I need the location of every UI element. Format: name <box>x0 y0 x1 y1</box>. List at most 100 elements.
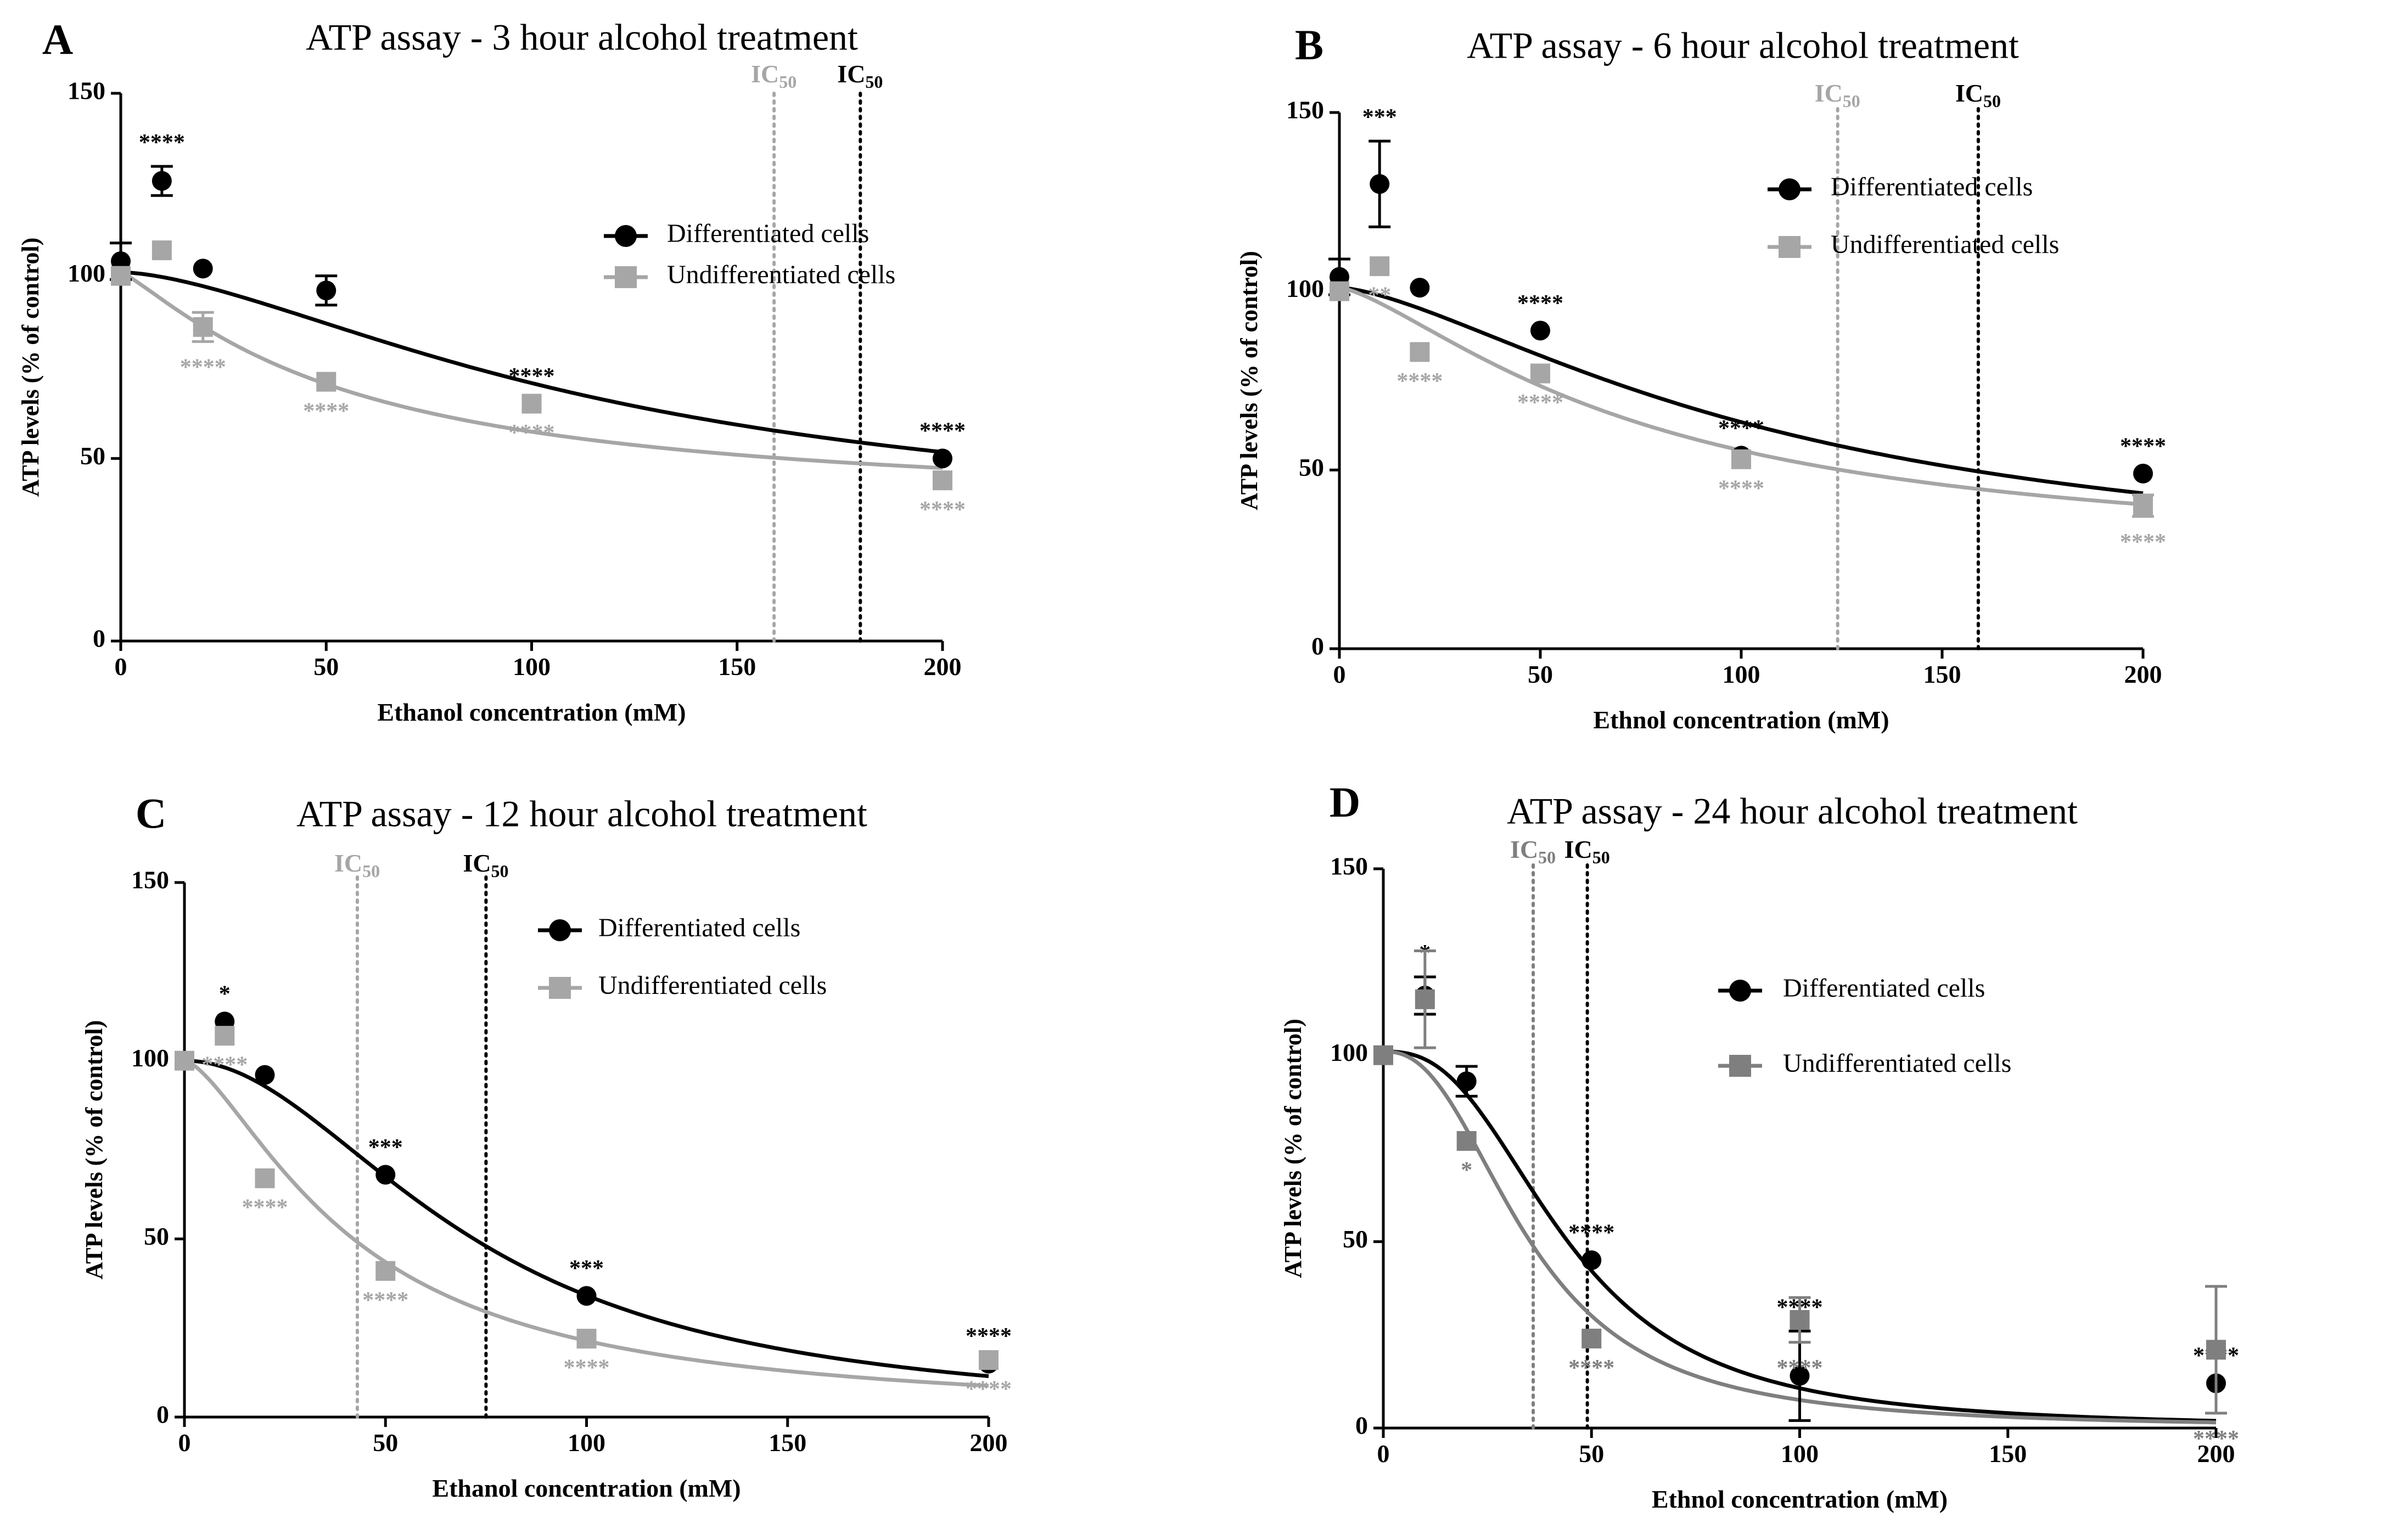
x-tick-label: 50 <box>1579 1440 1604 1468</box>
ic50-label-sub: 50 <box>1983 91 2001 111</box>
data-point-undifferentiated <box>1530 363 1550 384</box>
significance-marker: **** <box>509 420 555 446</box>
legend-marker <box>549 919 571 941</box>
x-tick-label: 50 <box>1528 660 1553 688</box>
data-point-undifferentiated <box>1456 1131 1477 1151</box>
y-tick-label: 50 <box>1343 1225 1368 1253</box>
y-axis-label: ATP levels (% of control) <box>17 238 44 497</box>
ic50-label-sub: 50 <box>865 72 883 92</box>
y-axis-label: ATP levels (% of control) <box>81 1020 108 1280</box>
legend-marker <box>1779 236 1801 258</box>
data-point-undifferentiated <box>255 1168 275 1188</box>
y-tick-label: 100 <box>1330 1038 1368 1066</box>
data-point-undifferentiated <box>521 394 542 414</box>
significance-marker: **** <box>139 130 185 155</box>
chart-title: ATP assay - 6 hour alcohol treatment <box>1467 25 2019 66</box>
data-point-undifferentiated <box>1581 1328 1602 1348</box>
fit-curve-undifferentiated <box>120 270 943 470</box>
legend-label: Undifferentiated cells <box>1783 1049 2011 1078</box>
ic50-label-main: IC <box>1564 835 1592 863</box>
significance-marker: **** <box>180 355 226 380</box>
legend-marker <box>615 266 637 288</box>
significance-marker: ** <box>1368 283 1391 308</box>
data-point-undifferentiated <box>1415 989 1435 1009</box>
x-tick-label: 50 <box>373 1429 398 1457</box>
panel-label: B <box>1295 21 1323 69</box>
ic50-label: IC50 <box>463 849 508 881</box>
significance-marker: *** <box>368 1135 403 1160</box>
significance-marker: **** <box>1777 1356 1823 1381</box>
significance-marker: **** <box>1568 1356 1614 1381</box>
data-point-undifferentiated <box>2206 1340 2226 1360</box>
y-tick-label: 150 <box>1330 852 1368 880</box>
significance-marker: **** <box>1718 476 1764 501</box>
ic50-label-main: IC <box>1815 79 1843 107</box>
data-point-differentiated <box>576 1286 597 1306</box>
ic50-label: IC50 <box>1955 79 2001 111</box>
legend-label: Undifferentiated cells <box>598 971 827 1000</box>
x-tick-label: 100 <box>568 1429 605 1457</box>
significance-marker: *** <box>569 1256 604 1282</box>
x-axis-label: Ethanol concentration (mM) <box>432 1474 741 1502</box>
data-point-differentiated <box>1530 321 1550 341</box>
fit-curve-undifferentiated <box>1339 285 2144 507</box>
ic50-label: IC50 <box>1815 79 1860 111</box>
y-axis-label: ATP levels (% of control) <box>1236 251 1263 510</box>
significance-marker: **** <box>564 1356 610 1381</box>
data-point-undifferentiated <box>2133 496 2153 516</box>
significance-marker: **** <box>201 1053 248 1078</box>
data-point-differentiated <box>1370 174 1390 194</box>
fit-curve-differentiated <box>120 270 943 454</box>
chart-title: ATP assay - 3 hour alcohol treatment <box>306 16 858 58</box>
significance-marker: **** <box>1568 1221 1614 1246</box>
significance-marker: **** <box>242 1195 288 1220</box>
significance-marker: **** <box>1517 291 1563 316</box>
ic50-label: IC50 <box>334 849 380 881</box>
panel-label: D <box>1330 778 1360 826</box>
significance-marker: **** <box>509 364 555 389</box>
ic50-label: IC50 <box>751 60 797 92</box>
y-tick-label: 100 <box>1286 274 1324 302</box>
data-point-undifferentiated <box>111 266 131 286</box>
x-tick-label: 150 <box>718 653 756 681</box>
significance-marker: **** <box>1396 369 1443 394</box>
significance-marker: **** <box>1718 416 1764 441</box>
y-tick-label: 50 <box>144 1222 169 1250</box>
ic50-label-sub: 50 <box>1843 91 1860 111</box>
x-axis-label: Ethnol concentration (mM) <box>1593 706 1889 734</box>
legend-label: Differentiated cells <box>1783 974 1985 1003</box>
significance-marker: **** <box>919 419 966 444</box>
x-tick-label: 200 <box>2197 1440 2235 1468</box>
x-tick-label: 50 <box>313 653 339 681</box>
ic50-label-main: IC <box>334 849 362 877</box>
data-point-differentiated <box>316 280 336 301</box>
data-point-undifferentiated <box>1330 281 1349 301</box>
x-tick-label: 200 <box>2124 660 2162 688</box>
y-tick-label: 150 <box>68 77 105 105</box>
ic50-label-main: IC <box>837 60 865 88</box>
legend-label: Differentiated cells <box>598 913 800 942</box>
legend-marker <box>615 225 637 247</box>
y-tick-label: 50 <box>1299 453 1324 481</box>
panel-a: A ATP assay - 3 hour alcohol treatment 0 50… <box>17 15 966 726</box>
significance-marker: **** <box>919 497 966 522</box>
data-point-differentiated <box>375 1165 396 1185</box>
significance-marker: * <box>1461 1158 1472 1183</box>
x-tick-label: 100 <box>1723 660 1760 688</box>
x-axis-label: Ethanol concentration (mM) <box>377 698 686 726</box>
y-tick-label: 150 <box>1286 96 1324 124</box>
x-tick-label: 150 <box>1923 660 1961 688</box>
y-tick-label: 150 <box>131 866 169 894</box>
x-tick-label: 150 <box>1989 1440 2027 1468</box>
y-tick-label: 100 <box>131 1044 169 1072</box>
data-point-undifferentiated <box>215 1026 235 1046</box>
panel-b: B ATP assay - 6 hour alcohol treatment 0 50… <box>1236 21 2166 734</box>
data-point-undifferentiated <box>375 1261 396 1281</box>
data-point-differentiated <box>152 171 172 191</box>
ic50-label-sub: 50 <box>1538 847 1556 867</box>
ic50-label-sub: 50 <box>362 861 380 881</box>
chart-title: ATP assay - 12 hour alcohol treatment <box>296 793 867 835</box>
significance-marker: **** <box>966 1377 1012 1402</box>
significance-marker: **** <box>303 398 349 424</box>
